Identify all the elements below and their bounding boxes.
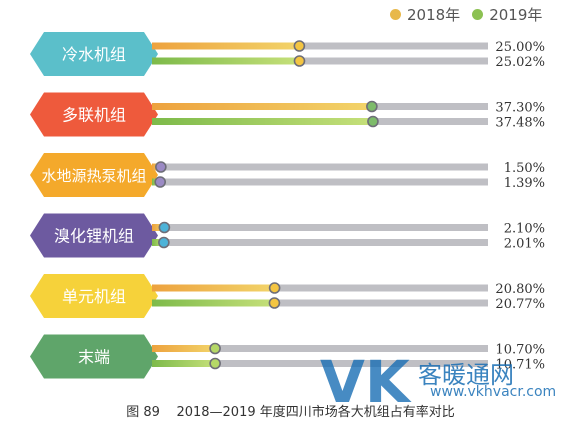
category-badge-3 xyxy=(30,213,158,258)
bar-1-1 xyxy=(152,118,373,125)
bar-0-1 xyxy=(152,103,372,110)
category-label-1: 多联机组 xyxy=(62,106,126,125)
category-label-5: 末端 xyxy=(78,348,110,367)
track-3-1 xyxy=(152,239,488,246)
value-label-0-1: 37.30% xyxy=(495,101,545,116)
track-4-0 xyxy=(152,284,488,292)
watermark-logo: VK xyxy=(320,352,412,408)
track-4-1 xyxy=(152,299,488,307)
value-label-1-0: 25.02% xyxy=(495,55,545,70)
bar-chart: 冷水机组 25.00%25.02% 多联机组 37.30%37.48% 水地源热泵机组 1… xyxy=(30,32,545,379)
value-label-1-1: 37.48% xyxy=(495,116,545,131)
bar-0-0 xyxy=(152,42,300,50)
legend-label-2018: 2018年 xyxy=(407,5,461,24)
bar-1-3 xyxy=(152,239,164,246)
marker-1-1 xyxy=(367,115,379,128)
marker-0-5 xyxy=(209,342,221,355)
legend-item-2018: 2018年 xyxy=(390,4,460,25)
bar-0-5 xyxy=(152,345,216,352)
category-label-2: 水地源热泵机组 xyxy=(41,167,146,185)
value-label-0-4: 20.80% xyxy=(495,282,545,297)
category-badge-1 xyxy=(30,92,158,137)
category-badge-0 xyxy=(30,32,158,76)
track-2-0 xyxy=(152,163,488,171)
legend-label-2019: 2019年 xyxy=(489,5,543,24)
marker-1-3 xyxy=(158,236,170,249)
bar-0-4 xyxy=(152,284,275,292)
track-5-1 xyxy=(152,360,488,367)
figure-caption: 图 89 2018—2019 年度四川市场各大机组占有率对比 xyxy=(126,405,455,420)
marker-0-2 xyxy=(155,161,167,173)
value-label-1-3: 2.01% xyxy=(504,237,545,252)
marker-0-4 xyxy=(268,282,281,294)
value-label-0-3: 2.10% xyxy=(504,222,545,237)
value-label-0-5: 10.70% xyxy=(495,343,545,358)
category-badge-4 xyxy=(30,274,158,318)
marker-0-0 xyxy=(293,40,306,52)
category-label-3: 溴化锂机组 xyxy=(54,227,134,246)
track-2-1 xyxy=(152,178,488,186)
bar-1-4 xyxy=(152,299,275,307)
legend-swatch-2018 xyxy=(390,8,401,20)
watermark-url: www.vkhvacr.com xyxy=(430,384,557,400)
value-label-0-0: 25.00% xyxy=(495,40,545,55)
category-label-4: 单元机组 xyxy=(62,287,126,306)
watermark-logo-text: VK xyxy=(320,352,412,408)
marker-1-2 xyxy=(154,176,166,188)
category-badge-5 xyxy=(30,334,158,379)
category-badge-2 xyxy=(30,153,158,197)
bar-1-5 xyxy=(152,360,216,367)
legend: 2018年 2019年 xyxy=(390,3,554,25)
track-5-0 xyxy=(152,345,488,352)
track-0-0 xyxy=(152,42,488,50)
category-label-0: 冷水机组 xyxy=(62,45,126,64)
legend-item-2019: 2019年 xyxy=(472,4,542,25)
value-label-0-2: 1.50% xyxy=(504,161,545,176)
value-label-1-4: 20.77% xyxy=(495,297,545,312)
marker-0-3 xyxy=(158,221,171,234)
watermark-brand: 客暖通网 xyxy=(418,361,514,389)
track-0-1 xyxy=(152,57,488,65)
bar-0-3 xyxy=(152,224,165,231)
marker-1-0 xyxy=(293,55,306,67)
value-label-1-5: 10.71% xyxy=(495,358,545,373)
marker-0-1 xyxy=(366,100,378,113)
track-3-0 xyxy=(152,224,488,231)
marker-1-4 xyxy=(268,297,281,309)
value-label-1-2: 1.39% xyxy=(504,176,545,191)
legend-swatch-2019 xyxy=(472,8,484,20)
marker-1-5 xyxy=(209,357,221,370)
bar-1-0 xyxy=(152,57,300,65)
